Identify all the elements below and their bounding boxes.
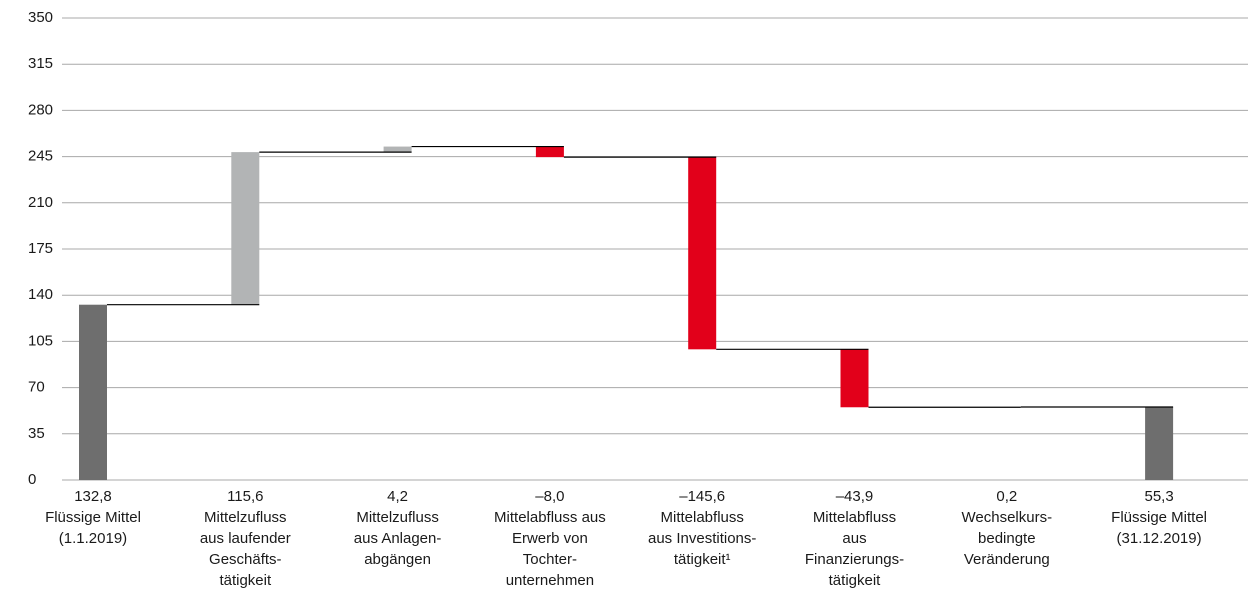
x-tick-label: Mittelabfluss <box>813 509 896 526</box>
x-tick-label: aus <box>842 530 866 547</box>
y-tick-label: 175 <box>28 240 53 257</box>
x-tick-label: Erwerb von <box>512 530 588 547</box>
value-label: –8,0 <box>535 488 564 505</box>
bar <box>79 304 107 480</box>
y-tick-label: 70 <box>28 379 45 396</box>
value-label: –43,9 <box>836 488 874 505</box>
y-tick-label: 280 <box>28 101 53 118</box>
value-label: 4,2 <box>387 488 408 505</box>
bar <box>535 146 564 158</box>
x-tick-label: Veränderung <box>964 551 1050 568</box>
x-tick-label: Wechselkurs- <box>962 509 1053 526</box>
value-label: 115,6 <box>227 488 263 505</box>
y-tick-label: 315 <box>28 55 53 72</box>
bar <box>1145 407 1174 480</box>
x-tick-label: Mittelzufluss <box>356 509 439 526</box>
x-tick-label: Mittelzufluss <box>204 509 287 526</box>
y-tick-label: 245 <box>28 148 53 165</box>
x-tick-label: Finanzierungs- <box>805 551 904 568</box>
value-label: 132,8 <box>74 488 112 505</box>
x-tick-label: bedingte <box>978 530 1036 547</box>
x-tick-label: aus Investitions- <box>648 530 756 547</box>
x-tick-label: aus Anlagen- <box>354 530 442 547</box>
y-tick-label: 350 <box>28 9 53 26</box>
x-tick-label: Tochter- <box>523 551 577 568</box>
y-tick-label: 210 <box>28 194 53 211</box>
value-label: –145,6 <box>679 488 725 505</box>
x-tick-label: Flüssige Mittel <box>45 509 141 526</box>
x-tick-label: abgängen <box>364 551 431 568</box>
y-tick-label: 35 <box>28 425 45 442</box>
value-label: 55,3 <box>1144 488 1173 505</box>
x-tick-label: unternehmen <box>506 572 594 589</box>
x-tick-label: tätigkeit¹ <box>674 551 731 568</box>
y-tick-label: 105 <box>28 332 53 349</box>
x-tick-label: aus laufender <box>200 530 291 547</box>
x-tick-label: Mittelabfluss aus <box>494 509 606 526</box>
x-tick-label: (31.12.2019) <box>1117 530 1202 547</box>
x-tick-label: Flüssige Mittel <box>1111 509 1207 526</box>
bar <box>231 152 260 305</box>
x-tick-label: Geschäfts- <box>209 551 282 568</box>
y-tick-label: 140 <box>28 286 53 303</box>
y-tick-label: 0 <box>28 471 36 488</box>
x-tick-label: tätigkeit <box>219 572 272 589</box>
x-tick-label: tätigkeit <box>829 572 882 589</box>
bar <box>383 146 412 153</box>
value-label: 0,2 <box>996 488 1017 505</box>
x-tick-label: Mittelabfluss <box>661 509 744 526</box>
x-tick-label: (1.1.2019) <box>59 530 127 547</box>
bar <box>840 349 869 408</box>
bar <box>688 157 717 350</box>
